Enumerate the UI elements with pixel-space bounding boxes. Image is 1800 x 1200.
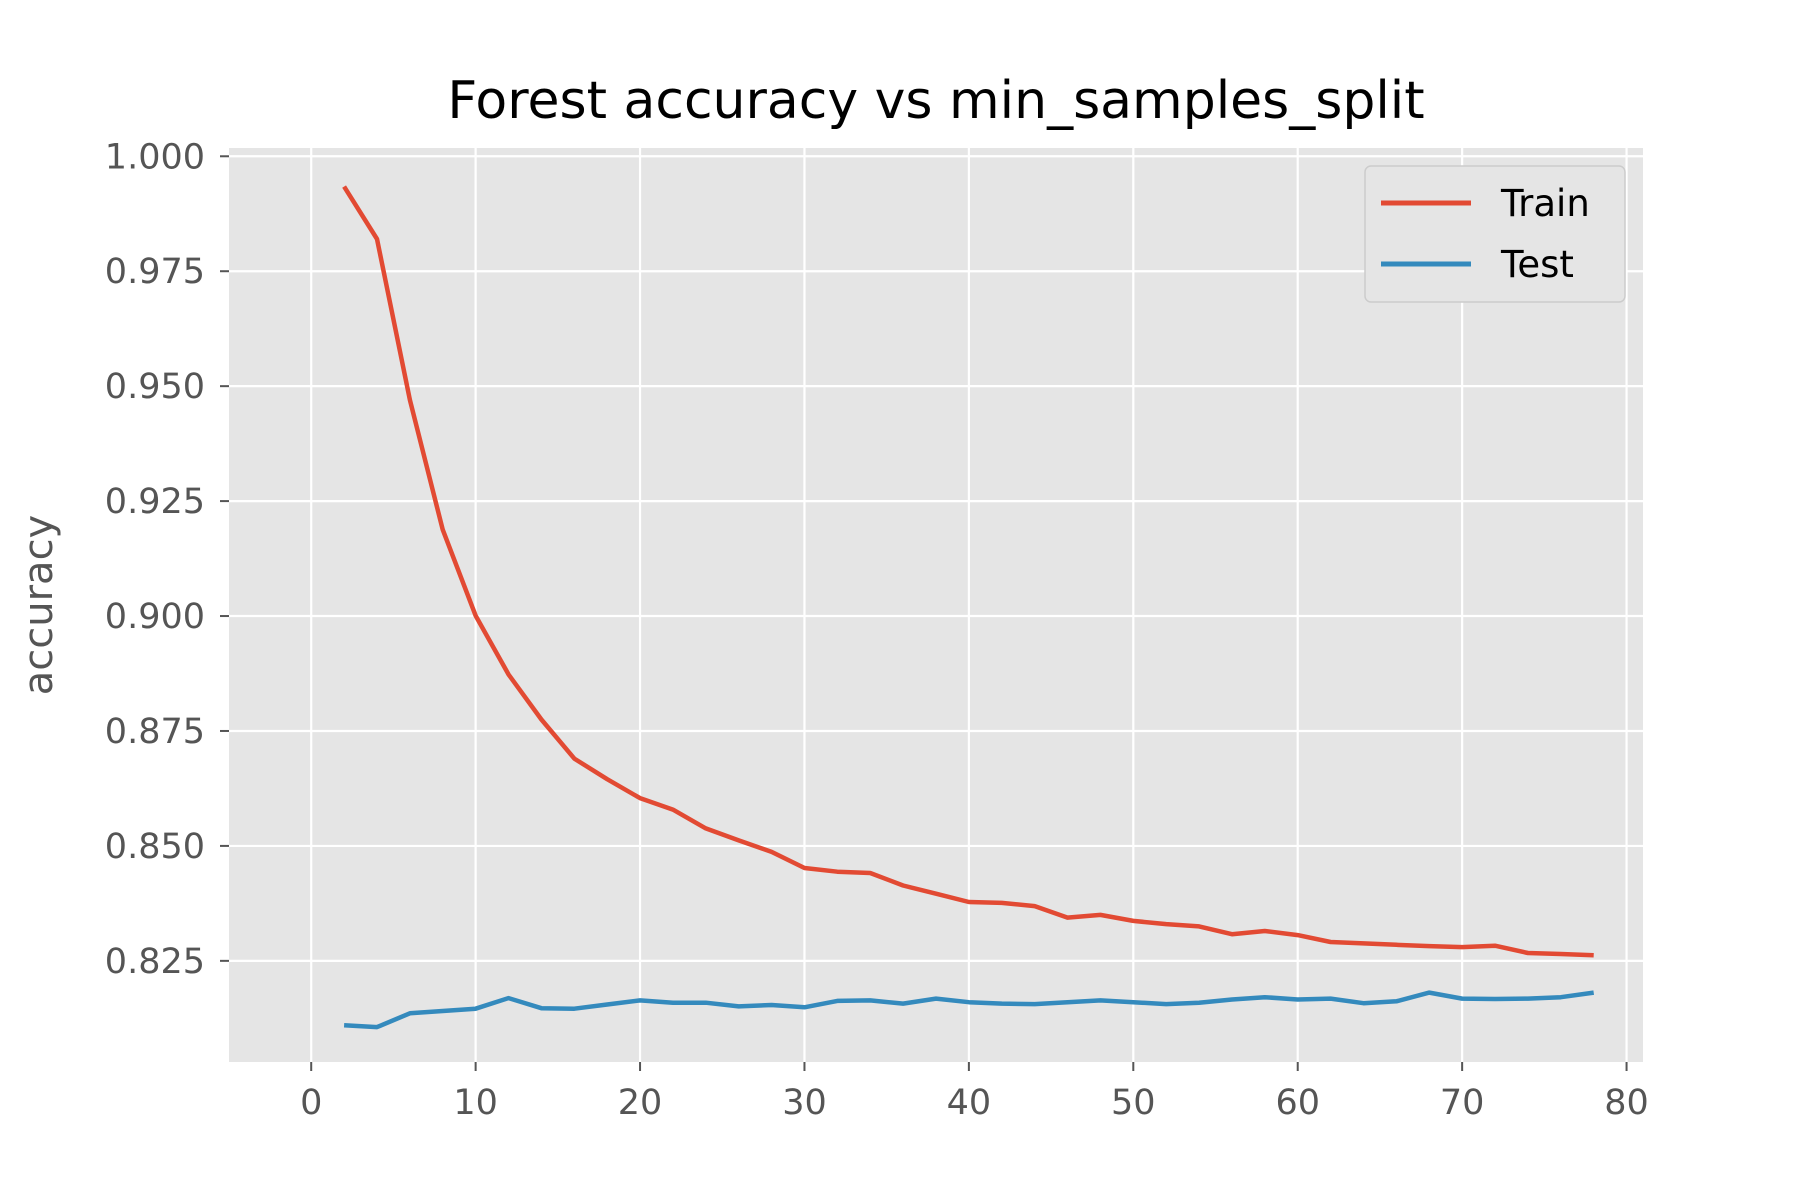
y-tick-label: 0.850 [105, 827, 205, 867]
series-line-test [343, 990, 1595, 1030]
x-tick-label: 10 [453, 1083, 498, 1123]
y-tick-label: 0.950 [105, 367, 205, 407]
x-tick-label: 60 [1275, 1083, 1320, 1123]
legend-label-test: Test [1500, 243, 1574, 286]
y-tick-label: 0.875 [105, 712, 205, 752]
legend: Train Test [1364, 165, 1626, 303]
x-tick-label: 40 [947, 1083, 992, 1123]
axis-ticks: 0 10 20 30 40 50 60 70 80 0.825 0.850 0.875 0.900 0.9… [105, 137, 1649, 1123]
chart-title: Forest accuracy vs min_samples_split [447, 71, 1424, 131]
y-tick-label: 0.825 [105, 942, 205, 982]
series-line-train [342, 185, 1594, 958]
x-tick-label: 70 [1440, 1083, 1485, 1123]
legend-box [1364, 165, 1626, 303]
y-axis-label: accuracy [16, 515, 62, 695]
x-tick-label: 20 [618, 1083, 663, 1123]
series-lines [342, 185, 1595, 1030]
x-tick-label: 80 [1604, 1083, 1649, 1123]
x-tick-label: 50 [1111, 1083, 1156, 1123]
y-tick-label: 0.975 [105, 252, 205, 292]
y-tick-label: 0.925 [105, 482, 205, 522]
x-tick-label: 0 [300, 1083, 322, 1123]
legend-label-train: Train [1500, 182, 1590, 225]
y-tick-label: 1.000 [105, 137, 205, 177]
y-tick-label: 0.900 [105, 597, 205, 637]
x-tick-label: 30 [782, 1083, 827, 1123]
